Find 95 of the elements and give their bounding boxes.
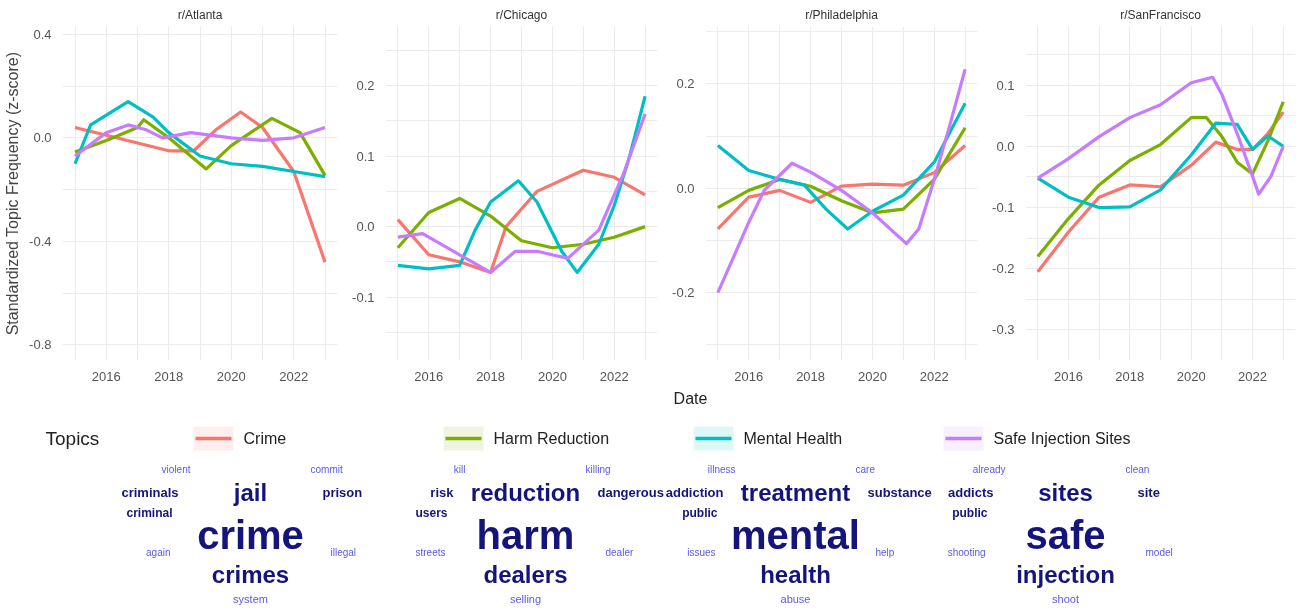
text: commit bbox=[310, 464, 343, 475]
x-tick-label: 2022 bbox=[599, 368, 629, 384]
x-tick-label: 2020 bbox=[537, 368, 567, 384]
text: health bbox=[760, 561, 831, 588]
text: already bbox=[972, 464, 1006, 475]
text: users bbox=[415, 505, 448, 520]
chart-title: r/Philadelphia bbox=[805, 7, 879, 22]
line-series bbox=[1036, 121, 1285, 210]
text: killing bbox=[585, 464, 611, 475]
text: shooting bbox=[947, 547, 986, 558]
text: help bbox=[875, 547, 895, 558]
text: safe bbox=[1025, 512, 1106, 557]
line-series bbox=[396, 168, 647, 275]
text: prison bbox=[322, 485, 363, 500]
legend-label: Safe Injection Sites bbox=[993, 430, 1131, 447]
y-tick-label: -0.1 bbox=[352, 289, 375, 305]
y-tick-label: 0.0 bbox=[356, 219, 375, 235]
legend-title: Topics bbox=[45, 428, 100, 449]
text: care bbox=[855, 464, 876, 475]
text: sites bbox=[1038, 479, 1093, 506]
y-tick-label: -0.2 bbox=[672, 285, 695, 301]
text: harm bbox=[476, 512, 575, 557]
text: kill bbox=[453, 464, 466, 475]
x-tick-label: 2016 bbox=[1053, 368, 1083, 384]
chart-title: r/Atlanta bbox=[177, 7, 223, 22]
y-tick-label: 0.1 bbox=[356, 148, 375, 164]
y-tick-label: -0.1 bbox=[992, 200, 1015, 216]
y-tick-label: 0.1 bbox=[996, 77, 1015, 93]
chart-title: r/SanFrancisco bbox=[1120, 7, 1202, 22]
y-tick-label: 0.0 bbox=[676, 180, 695, 196]
y-tick-label: 0.0 bbox=[33, 130, 52, 146]
text: crimes bbox=[211, 561, 290, 588]
line-series bbox=[716, 67, 967, 295]
x-tick-label: 2018 bbox=[1115, 368, 1145, 384]
x-tick-label: 2022 bbox=[279, 368, 309, 384]
x-tick-label: 2016 bbox=[414, 368, 444, 384]
legend-label: Mental Health bbox=[743, 430, 843, 447]
text: again bbox=[146, 547, 171, 558]
text: model bbox=[1145, 547, 1173, 558]
x-tick-label: 2018 bbox=[796, 368, 826, 384]
y-tick-label: 0.2 bbox=[356, 78, 375, 94]
chart-title: r/Chicago bbox=[495, 7, 548, 22]
text: dangerous bbox=[597, 485, 664, 500]
text: shoot bbox=[1052, 592, 1079, 605]
text: abuse bbox=[780, 592, 811, 605]
y-tick-label: -0.4 bbox=[29, 233, 52, 249]
x-tick-label: 2022 bbox=[919, 368, 949, 384]
text: streets bbox=[415, 547, 446, 558]
x-tick-label: 2022 bbox=[1238, 368, 1268, 384]
text: addiction bbox=[665, 485, 724, 500]
text: public bbox=[682, 505, 718, 520]
text: selling bbox=[509, 592, 542, 605]
text: risk bbox=[430, 485, 455, 500]
x-tick-label: 2016 bbox=[734, 368, 764, 384]
legend-label: Harm Reduction bbox=[493, 430, 610, 447]
legend-label: Crime bbox=[243, 430, 287, 447]
y-tick-label: 0.0 bbox=[996, 138, 1015, 154]
y-tick-label: -0.2 bbox=[992, 261, 1015, 277]
text: dealers bbox=[483, 561, 568, 588]
text: criminal bbox=[126, 505, 173, 520]
text: issues bbox=[687, 547, 716, 558]
text: crime bbox=[197, 512, 304, 557]
text: clean bbox=[1125, 464, 1150, 475]
line-series bbox=[396, 196, 647, 250]
x-axis-title: Date bbox=[673, 390, 708, 407]
y-tick-label: 0.4 bbox=[33, 26, 52, 42]
x-tick-label: 2020 bbox=[857, 368, 887, 384]
text: public bbox=[952, 505, 988, 520]
x-tick-label: 2020 bbox=[216, 368, 246, 384]
text: illness bbox=[707, 464, 736, 475]
y-tick-label: -0.3 bbox=[992, 322, 1015, 338]
text: injection bbox=[1016, 561, 1115, 588]
text: site bbox=[1137, 485, 1160, 500]
text: addicts bbox=[947, 485, 994, 500]
y-tick-label: 0.2 bbox=[676, 76, 695, 92]
line-series bbox=[73, 123, 327, 158]
x-tick-label: 2020 bbox=[1176, 368, 1206, 384]
text: jail bbox=[232, 479, 268, 506]
text: mental bbox=[731, 512, 860, 557]
text: violent bbox=[161, 464, 191, 475]
text: illegal bbox=[330, 547, 357, 558]
text: criminals bbox=[121, 485, 179, 500]
text: reduction bbox=[470, 479, 581, 506]
y-axis-title: Standardized Topic Frequency (z-score) bbox=[4, 51, 22, 336]
y-tick-label: -0.8 bbox=[29, 337, 52, 353]
x-tick-label: 2018 bbox=[476, 368, 506, 384]
text: dealer bbox=[605, 547, 634, 558]
x-tick-label: 2018 bbox=[154, 368, 184, 384]
line-series bbox=[716, 101, 967, 231]
text: treatment bbox=[740, 479, 851, 506]
line-series bbox=[73, 99, 327, 179]
text: substance bbox=[867, 485, 932, 500]
text: system bbox=[233, 592, 268, 605]
x-tick-label: 2016 bbox=[91, 368, 121, 384]
line-series bbox=[1036, 75, 1285, 196]
